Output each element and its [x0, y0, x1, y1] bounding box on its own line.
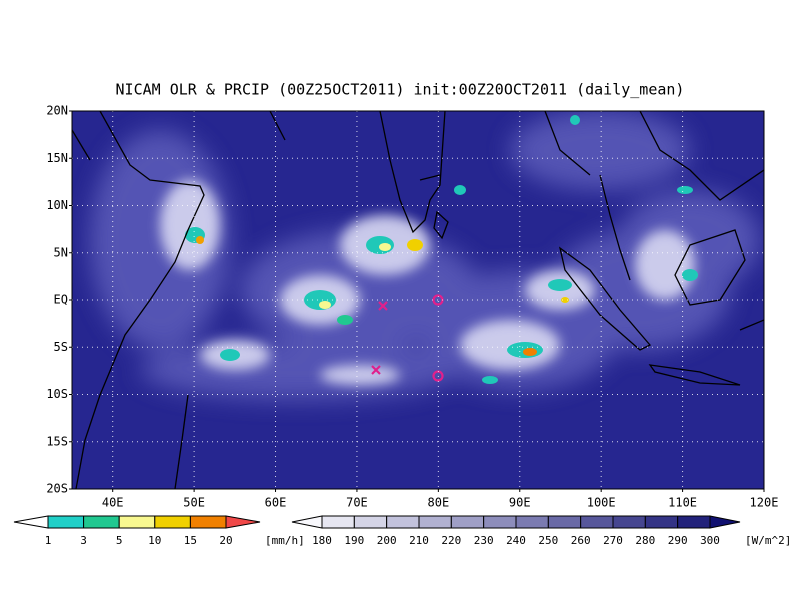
- colorbar-box: [321, 515, 355, 529]
- colorbar-box: [515, 515, 549, 529]
- colorbar-label: 270: [603, 534, 623, 547]
- lon-label: 50E: [183, 496, 205, 510]
- colorbar-label: 220: [441, 534, 461, 547]
- colorbar-box: [644, 515, 679, 529]
- colorbar-label: 190: [344, 534, 364, 547]
- colorbar-end: [709, 515, 741, 529]
- lat-label: 20N: [46, 104, 68, 118]
- colorbar-box: [189, 515, 227, 529]
- colorbar-label: 15: [184, 534, 197, 547]
- lat-label: 5N: [54, 245, 68, 259]
- lon-label: 90E: [509, 496, 531, 510]
- colorbar-label: 230: [474, 534, 494, 547]
- map-field: [72, 111, 764, 489]
- lat-label: EQ: [54, 293, 68, 307]
- colorbar-label: 300: [700, 534, 720, 547]
- colorbar-box: [353, 515, 388, 529]
- colorbar-label: 200: [377, 534, 397, 547]
- colorbars: 1 3 5 10 15 20 [mm/h] 180 190 200 210 220 230 240 250 2…: [13, 515, 791, 547]
- colorbar-end: [291, 515, 323, 529]
- colorbar-label: 250: [538, 534, 558, 547]
- colorbar-label: 280: [635, 534, 655, 547]
- colorbar-label: 10: [148, 534, 161, 547]
- colorbar-label: 240: [506, 534, 526, 547]
- colorbar-end: [13, 515, 49, 529]
- colorbar-box: [47, 515, 85, 529]
- colorbar-label: 20: [219, 534, 232, 547]
- lat-label: 15S: [46, 434, 68, 448]
- colorbar-box: [580, 515, 614, 529]
- precip-cells: [185, 115, 698, 384]
- colorbar-label: 180: [312, 534, 332, 547]
- lon-label: 120E: [750, 496, 779, 510]
- colorbar-box: [83, 515, 120, 529]
- colorbar-label: 290: [668, 534, 688, 547]
- colorbar-box: [677, 515, 711, 529]
- colorbar-box: [118, 515, 156, 529]
- colorbar-box: [547, 515, 582, 529]
- colorbar-box: [154, 515, 191, 529]
- lat-label: 10N: [46, 198, 68, 212]
- lon-label: 100E: [587, 496, 616, 510]
- lat-label: 20S: [46, 482, 68, 496]
- lon-label: 40E: [102, 496, 124, 510]
- colorbar-label: 1: [45, 534, 52, 547]
- colorbar-label: 5: [116, 534, 123, 547]
- colorbar-box: [418, 515, 452, 529]
- colorbar-box: [612, 515, 646, 529]
- lat-label: 10S: [46, 387, 68, 401]
- lon-label: 70E: [346, 496, 368, 510]
- lon-label: 80E: [428, 496, 450, 510]
- lon-label: 60E: [265, 496, 287, 510]
- title: NICAM OLR & PRCIP (00Z25OCT2011) init:00…: [116, 81, 685, 99]
- colorbar-unit: [mm/h]: [265, 534, 305, 547]
- colorbar-label: 210: [409, 534, 429, 547]
- colorbar-label: 3: [80, 534, 87, 547]
- axis-labels: 20N 15N 10N 5N EQ 5S 10S 15S 20S 40E 50E 60E 70E 80E 9…: [46, 104, 778, 510]
- grid: [72, 111, 764, 489]
- lat-label: 5S: [54, 340, 68, 354]
- colorbar-box: [483, 515, 517, 529]
- colorbar-box: [386, 515, 420, 529]
- lat-label: 15N: [46, 151, 68, 165]
- coastlines: [72, 111, 764, 489]
- colorbar-unit: [W/m^2]: [745, 534, 791, 547]
- lon-label: 110E: [668, 496, 697, 510]
- colorbar-box: [450, 515, 485, 529]
- colorbar-label: 260: [571, 534, 591, 547]
- colorbar-end: [225, 515, 261, 529]
